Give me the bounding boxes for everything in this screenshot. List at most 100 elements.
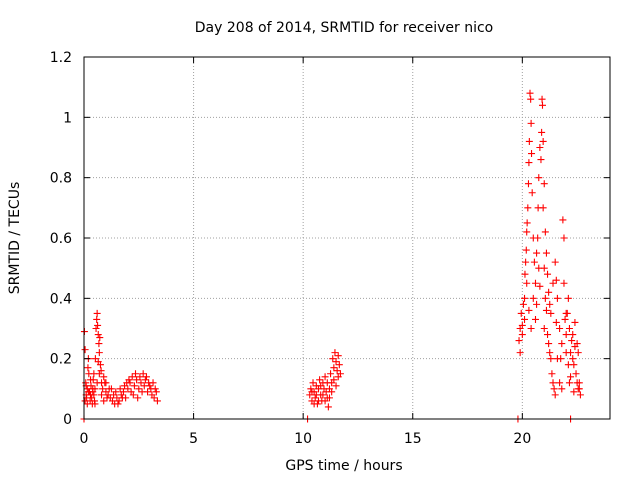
data-point <box>524 204 532 212</box>
data-point <box>571 318 579 326</box>
data-point <box>522 246 530 254</box>
data-point <box>541 294 549 302</box>
data-point <box>526 89 534 97</box>
chart-title: Day 208 of 2014, SRMTID for receiver nic… <box>195 20 493 36</box>
data-point <box>93 309 101 317</box>
data-point <box>556 379 564 387</box>
data-point <box>540 325 548 332</box>
data-point <box>312 391 320 399</box>
y-tick-label: 0 <box>63 412 72 428</box>
data-point <box>560 279 568 287</box>
x-tick-label: 20 <box>513 431 531 447</box>
data-point <box>525 137 533 145</box>
data-point <box>95 370 103 378</box>
data-point <box>315 397 323 405</box>
data-point <box>570 388 578 396</box>
data-point <box>309 379 317 387</box>
data-point <box>533 249 541 257</box>
data-point <box>538 128 546 136</box>
data-point <box>332 382 340 390</box>
data-point <box>93 315 101 323</box>
data-point <box>527 95 535 103</box>
data-point <box>525 159 533 167</box>
data-point <box>91 400 99 408</box>
data-point <box>334 352 342 360</box>
y-tick-label: 0.6 <box>50 231 72 247</box>
data-point <box>542 306 550 314</box>
data-point <box>541 228 549 236</box>
data-point <box>330 376 338 384</box>
data-point <box>576 391 584 399</box>
y-tick-label: 0.8 <box>50 171 72 187</box>
data-point <box>558 340 566 348</box>
data-point <box>136 373 144 381</box>
data-point <box>528 189 536 197</box>
data-point <box>102 379 110 387</box>
data-point <box>118 394 126 402</box>
data-point <box>544 270 552 278</box>
data-point <box>135 385 143 393</box>
data-point <box>552 318 560 326</box>
data-point <box>551 258 559 266</box>
data-point <box>141 376 149 384</box>
data-point <box>562 309 570 317</box>
y-tick-label: 1.2 <box>50 50 72 66</box>
data-point <box>317 382 325 390</box>
data-point <box>530 258 538 266</box>
data-point <box>521 294 529 302</box>
data-point <box>140 382 148 390</box>
data-point <box>527 325 535 332</box>
data-point <box>531 315 539 323</box>
data-point <box>521 315 529 323</box>
y-axis: 0 0.2 0.4 0.6 0.8 1 1.2 <box>50 50 610 428</box>
data-point <box>539 204 547 212</box>
data-point <box>533 300 541 308</box>
data-point <box>81 346 89 354</box>
data-point <box>329 355 337 363</box>
data-point <box>123 379 131 387</box>
data-point <box>331 349 339 357</box>
data-point <box>524 180 532 188</box>
data-point <box>542 249 550 257</box>
data-point <box>565 379 573 387</box>
data-point <box>567 373 575 381</box>
data-point <box>556 325 564 332</box>
data-point <box>107 385 115 393</box>
data-point <box>124 385 132 393</box>
data-point <box>142 373 150 381</box>
data-point <box>316 376 324 384</box>
data-point <box>553 294 561 302</box>
data-point <box>92 325 100 332</box>
x-axis: 0 5 10 15 20 <box>80 57 531 447</box>
data-point <box>334 373 342 381</box>
data-point <box>547 309 555 317</box>
x-tick-label: 5 <box>189 431 198 447</box>
data-point <box>538 101 546 109</box>
data-point <box>89 385 97 393</box>
data-point <box>95 340 103 348</box>
data-point <box>564 294 572 302</box>
data-point <box>87 376 95 384</box>
data-point <box>574 349 582 357</box>
data-point <box>535 174 543 182</box>
data-point <box>324 403 332 411</box>
data-point <box>516 349 524 357</box>
data-point <box>100 397 108 405</box>
data-point <box>559 216 567 224</box>
x-tick-label: 15 <box>404 431 422 447</box>
data-point <box>575 379 583 387</box>
data-point <box>335 361 343 369</box>
data-point <box>114 400 122 408</box>
data-point <box>93 379 101 387</box>
data-point <box>548 370 556 378</box>
data-point <box>521 270 529 278</box>
data-point <box>139 370 147 378</box>
data-point <box>552 276 560 284</box>
data-point <box>575 385 583 393</box>
data-point <box>560 234 568 242</box>
data-point <box>544 331 552 339</box>
data-point <box>330 364 338 372</box>
data-point <box>115 397 123 405</box>
data-point <box>137 379 145 387</box>
